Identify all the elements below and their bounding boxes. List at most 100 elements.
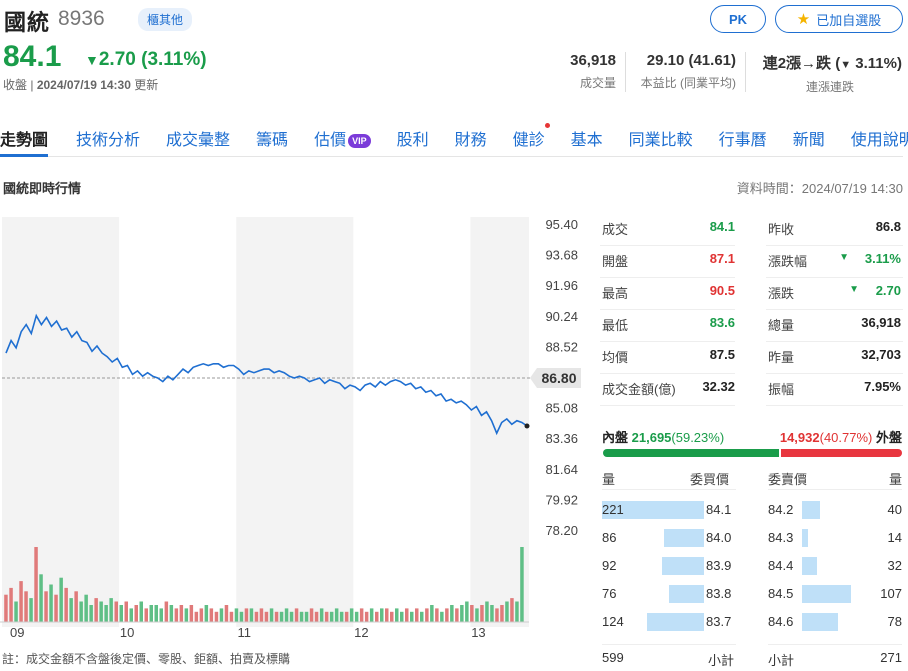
intraday-chart[interactable]: 95.40 93.68 91.96 90.24 88.52 85.08 83.36 81.64… [0,215,595,650]
bid-qty: 124 [602,614,624,629]
divider [600,341,735,342]
divider [766,309,903,310]
volume-bar [129,608,133,622]
volume-bar [204,605,209,622]
volume-bar [214,611,219,622]
volume-bar [114,601,118,622]
divider [766,373,903,374]
volume-bar [89,605,93,622]
x-tick-label: 13 [471,625,485,640]
volume-bar [380,608,384,622]
volume-bar [269,608,274,622]
tab-0[interactable]: 走勢圖 [0,121,49,157]
tab-5[interactable]: 股利 [396,132,429,149]
volume-bar [364,611,369,622]
ask-qty: 32 [887,558,902,573]
volume-bar [425,608,429,622]
quote-label: 昨收 [768,222,795,237]
volume-bar [369,608,374,622]
volume-bar [440,611,444,622]
x-tick-label: 12 [354,625,368,640]
volume-bar [9,587,13,622]
industry-tag[interactable]: 櫃其他 [138,8,193,31]
bid-qty: 92 [602,558,617,573]
volume-bar [445,608,449,622]
volume-bar [124,601,128,622]
divider [600,277,735,278]
update-time: 收盤 | 2024/07/19 14:30 更新 [3,78,159,92]
ask-volume-bar [802,529,808,547]
volume-bar [64,587,68,622]
inner-outer-bar [603,449,902,457]
tab-3[interactable]: 籌碼 [256,132,289,149]
divider [602,644,736,645]
tab-1[interactable]: 技術分析 [76,132,141,149]
hour-band [236,217,354,627]
ask-qty: 14 [887,530,902,545]
tab-2[interactable]: 成交彙整 [166,132,231,149]
tab-4[interactable]: 估價 VIP [314,121,371,156]
volume-bar [109,598,113,622]
pe-stat: 29.10 (41.61) 本益比 (同業平均) [640,52,736,90]
ask-total: 271 [880,650,902,665]
volume-bar [475,608,479,622]
quote-row: 均價 87.5 昨量 32,703 [600,343,903,375]
bid-volume-bar [647,613,704,631]
y-tick-label: 81.64 [545,462,578,477]
volume-bar [234,608,239,622]
tab-12[interactable]: 使用說明 [850,132,908,149]
volume-bar [34,547,38,622]
volume-bar [119,605,123,622]
add-watchlist-button[interactable]: ★ 已加自選股 [775,5,903,33]
tab-8[interactable]: 基本 [570,132,603,149]
volume-bar [229,611,234,622]
tab-6[interactable]: 財務 [454,132,487,149]
volume-bar [69,598,73,622]
quote-value: 7.95% [864,379,901,394]
volume-bar [74,591,78,622]
volume-bar [134,605,138,622]
volume-bar [485,601,489,622]
volume-bar [239,611,244,622]
volume-bar [224,605,229,622]
volume-bar [159,608,163,622]
bid-header: 委買價 [690,472,730,487]
quote-label: 成交 [602,222,629,237]
last-price-dot [524,423,530,429]
volume-bar [309,608,314,622]
volume-bar [390,611,394,622]
ask-volume-bar [802,613,838,631]
volume-bar [264,611,269,622]
y-tick-label: 78.20 [545,523,578,538]
bid-price: 83.9 [706,558,732,573]
divider [768,644,902,645]
notification-dot [544,123,550,128]
ask-price: 84.6 [768,614,794,629]
volume-bar [219,608,224,622]
divider [768,489,902,490]
volume-bar [174,608,179,622]
volume-bar [14,601,18,622]
volume-bar [460,605,464,622]
volume-bar [435,608,439,622]
tab-9[interactable]: 同業比較 [628,132,693,149]
y-tick-label: 79.92 [545,492,578,507]
divider [766,277,903,278]
price-line[interactable] [5,313,528,436]
bid-volume-bar [602,501,704,519]
qty-header: 量 [888,472,902,487]
ask-qty: 78 [887,614,902,629]
volume-bar [324,611,329,622]
tab-10[interactable]: 行事曆 [718,132,767,149]
tab-7[interactable]: 健診 [513,121,550,156]
footnote: 註：成交金額不含盤後定價、零股、鉅額、拍賣及標購 [2,652,291,666]
quote-row: 開盤 87.1 漲跌幅 ▼ 3.11% [600,247,903,279]
subtotal-label: 小計 [768,653,795,668]
tab-11[interactable]: 新聞 [792,132,825,149]
quote-value: 2.70 [875,283,901,298]
volume-bar [500,605,504,622]
pk-button[interactable]: PK [710,5,766,33]
y-tick-label: 95.40 [545,217,578,232]
volume-bar [84,594,88,622]
bid-price: 84.0 [706,530,732,545]
